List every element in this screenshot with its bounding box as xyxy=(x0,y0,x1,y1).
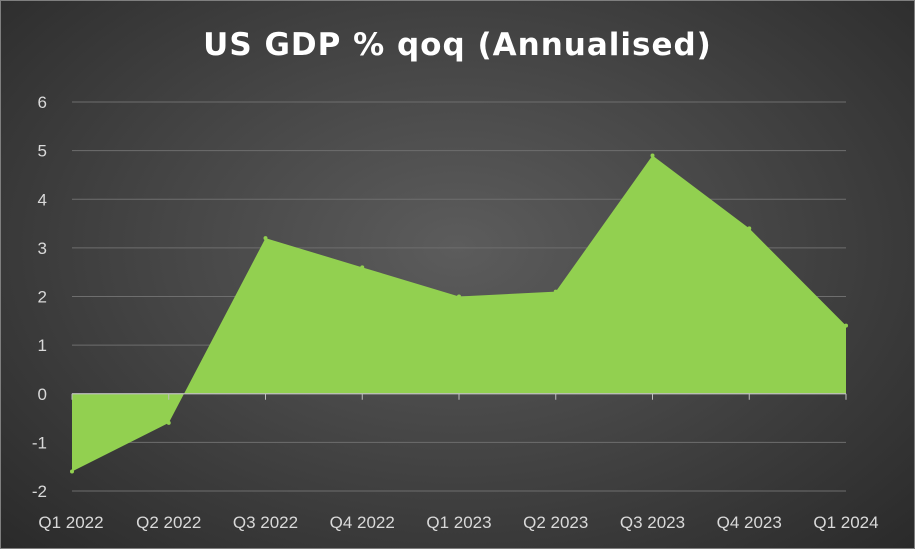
y-tick-label: 0 xyxy=(38,385,47,404)
data-point xyxy=(360,265,365,270)
data-point xyxy=(844,323,848,328)
x-tick-label: Q2 2022 xyxy=(136,513,201,532)
y-tick-label: 6 xyxy=(38,93,47,112)
y-tick-label: 1 xyxy=(38,336,47,355)
x-tick-label: Q1 2024 xyxy=(813,513,878,532)
data-point xyxy=(457,294,461,299)
x-tick-label: Q1 2023 xyxy=(426,513,491,532)
x-tick-label: Q3 2023 xyxy=(620,513,685,532)
y-tick-label: 2 xyxy=(38,288,47,307)
x-tick-label: Q4 2023 xyxy=(717,513,782,532)
data-point xyxy=(747,226,752,231)
area-series xyxy=(72,155,846,472)
x-tick-label: Q4 2022 xyxy=(330,513,395,532)
y-tick-label: -2 xyxy=(32,482,47,501)
x-tick-label: Q1 2022 xyxy=(38,513,103,532)
y-tick-label: 3 xyxy=(38,239,47,258)
y-tick-label: 4 xyxy=(38,190,47,209)
x-tick-label: Q3 2022 xyxy=(233,513,298,532)
data-point xyxy=(263,236,268,241)
x-tick-label: Q2 2023 xyxy=(523,513,588,532)
data-point xyxy=(166,420,171,425)
data-point xyxy=(650,153,655,158)
data-point xyxy=(553,289,558,294)
data-point xyxy=(70,469,74,474)
y-tick-label: 5 xyxy=(38,142,47,161)
chart-title: US GDP % qoq (Annualised) xyxy=(203,27,712,63)
y-tick-label: -1 xyxy=(32,433,47,452)
